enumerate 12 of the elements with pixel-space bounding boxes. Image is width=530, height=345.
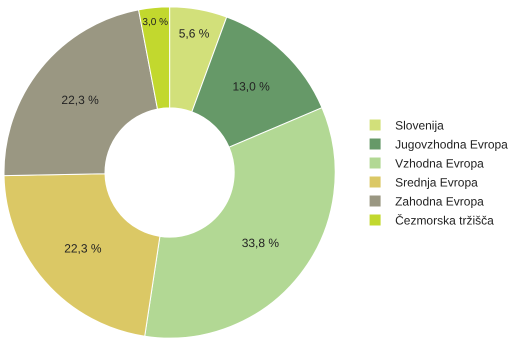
legend-label: Čezmorska tržišča (395, 214, 494, 228)
legend-label: Vzhodna Evropa (395, 156, 484, 171)
data-label: 5,6 % (178, 26, 210, 41)
data-label: 22,3 % (64, 241, 102, 256)
legend-label: Jugovzhodna Evropa (395, 138, 508, 152)
legend-label: Zahodna Evropa (395, 194, 484, 209)
data-label: 13,0 % (232, 80, 270, 94)
data-label: 22,3 % (61, 92, 100, 107)
legend-label: Slovenija (395, 118, 444, 133)
data-label: 33,8 % (242, 236, 280, 250)
legend-label: Srednja Evropa (395, 176, 478, 190)
data-label: 3,0 % (142, 17, 168, 28)
